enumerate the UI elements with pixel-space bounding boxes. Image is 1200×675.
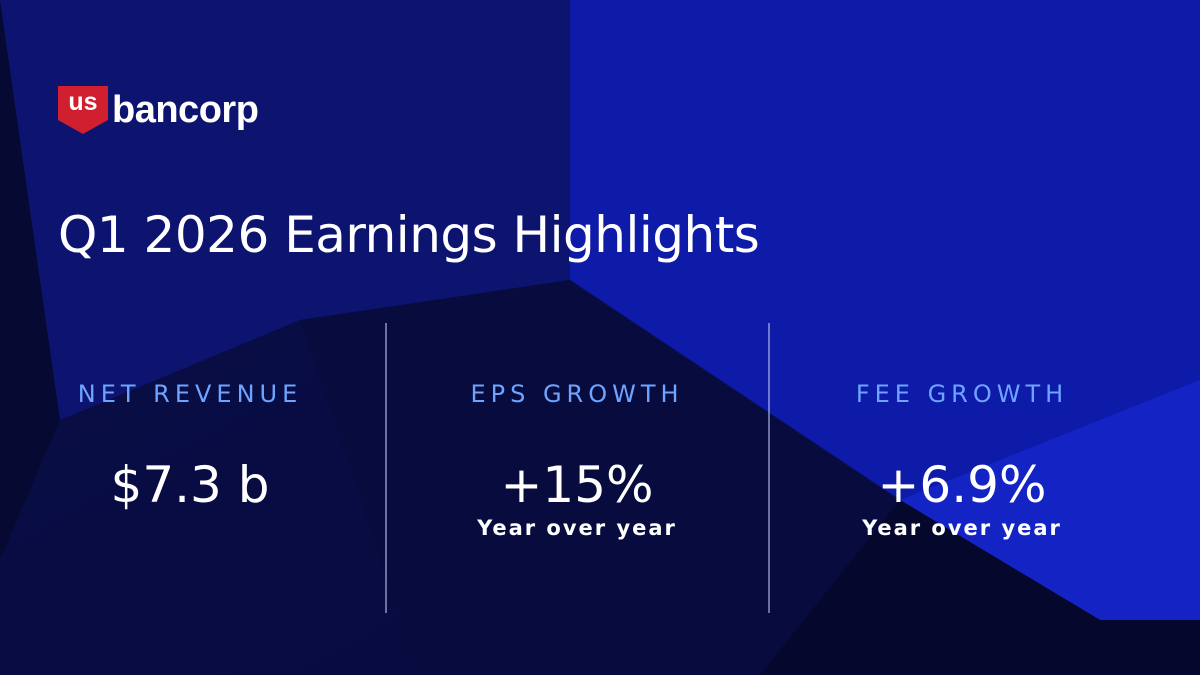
logo-mark: us [68, 88, 98, 116]
metric-note: Year over year [862, 516, 1062, 540]
metric: NET REVENUE $7.3 b [0, 380, 380, 514]
metric: FEE GROWTH +6.9% Year over year [772, 380, 1152, 540]
metric-label: NET REVENUE [77, 380, 303, 408]
logo-shield: us [58, 86, 108, 134]
metric-label: FEE GROWTH [855, 380, 1069, 408]
metric: EPS GROWTH +15% Year over year [387, 380, 767, 540]
shield-shape [58, 86, 108, 134]
divider [385, 323, 387, 613]
metric-value: +15% [500, 456, 654, 514]
title: Q1 2026 Earnings Highlights [58, 206, 760, 264]
logo: us bancorp [58, 86, 259, 134]
metric-note: Year over year [477, 516, 677, 540]
divider [768, 323, 770, 613]
metric-value: +6.9% [877, 456, 1047, 514]
logo-name: bancorp [112, 88, 259, 131]
metric-value: $7.3 b [110, 456, 270, 514]
metric-label: EPS GROWTH [470, 380, 684, 408]
